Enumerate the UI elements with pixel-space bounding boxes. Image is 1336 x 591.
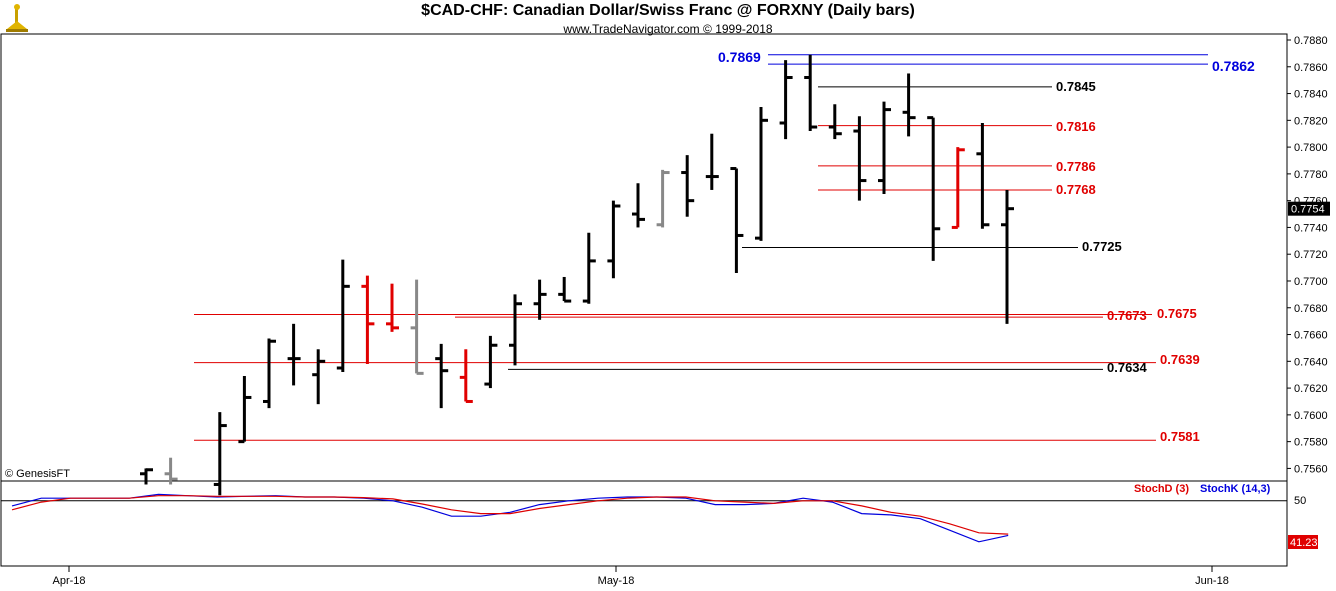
data-credit: © GenesisFT xyxy=(5,468,70,480)
ohlc-bar xyxy=(828,104,842,140)
y-tick-label: 0.7880 xyxy=(1294,35,1328,47)
last-price-box xyxy=(1288,201,1330,216)
y-tick-label: 0.7840 xyxy=(1294,89,1328,101)
ohlc-bar xyxy=(632,183,645,228)
y-tick-label: 0.7780 xyxy=(1294,169,1328,181)
ohlc-bar xyxy=(263,338,276,409)
ohlc-bar xyxy=(902,73,916,137)
price-axis: 0.7880 0.7860 0.7840 0.7820 0.7800 0.7780 0.77… xyxy=(1287,35,1330,475)
x-tick-label: May-18 xyxy=(598,575,635,587)
ohlc-bar xyxy=(804,54,818,132)
stoch-k-label: StochK (14,3) xyxy=(1200,483,1271,495)
ohlc-bar xyxy=(533,279,547,320)
ohlc-bar xyxy=(730,167,744,273)
y-tick-label: 0.7600 xyxy=(1294,410,1328,422)
ohlc-bar xyxy=(951,147,965,229)
ohlc-bar xyxy=(435,343,449,409)
ohlc-bar xyxy=(312,349,326,405)
level-label: 0.7786 xyxy=(1056,159,1096,174)
ohlc-bar xyxy=(213,412,227,496)
y-tick-label: 0.7680 xyxy=(1294,303,1328,315)
chart-frame xyxy=(0,33,1288,567)
ohlc-bar xyxy=(607,200,621,279)
level-label: 0.7869 xyxy=(718,49,761,65)
tradenavigator-logo-icon xyxy=(6,4,28,32)
ohlc-bar xyxy=(681,155,695,217)
stoch-line xyxy=(11,493,1009,543)
ohlc-bar xyxy=(1001,189,1014,324)
level-label: 0.7673 xyxy=(1107,308,1147,323)
ohlc-bar xyxy=(410,279,424,375)
y-tick-label: 0.7740 xyxy=(1294,222,1328,234)
price-bars xyxy=(140,54,1014,496)
y-tick-label: 0.7560 xyxy=(1294,463,1328,475)
stochastic-panel: 50 41.23 xyxy=(1,493,1318,549)
y-tick-label: 0.7800 xyxy=(1294,142,1328,154)
ohlc-bar xyxy=(878,101,891,194)
y-tick-label: 0.7660 xyxy=(1294,330,1328,342)
stoch-value-box xyxy=(1288,535,1318,549)
ohlc-bar xyxy=(164,457,178,485)
date-axis: Apr-18 May-18 Jun-18 xyxy=(52,566,1229,587)
level-label: 0.7581 xyxy=(1160,429,1200,444)
ohlc-bar xyxy=(140,468,153,485)
level-label: 0.7639 xyxy=(1160,352,1200,367)
ohlc-bar xyxy=(853,116,867,201)
ohlc-bar xyxy=(238,376,252,444)
plot-border xyxy=(0,33,1288,567)
y-tick-label: 0.7580 xyxy=(1294,437,1328,449)
ohlc-bar xyxy=(509,294,522,366)
stoch-value-label: 41.23 xyxy=(1290,537,1318,549)
ohlc-bar xyxy=(976,123,990,229)
level-label: 0.7768 xyxy=(1056,182,1096,197)
stoch-d-label: StochD (3) xyxy=(1134,483,1189,495)
last-price-label: 0.7754 xyxy=(1291,204,1325,216)
y-tick-label: 0.7620 xyxy=(1294,383,1328,395)
ohlc-bar xyxy=(927,116,941,261)
ohlc-bar xyxy=(287,323,301,386)
ohlc-bar xyxy=(656,169,670,228)
x-tick-label: Jun-18 xyxy=(1195,575,1229,587)
ohlc-bar xyxy=(386,283,399,332)
ohlc-bar xyxy=(459,349,473,403)
ohlc-bar xyxy=(484,335,498,389)
ohlc-bar xyxy=(336,259,350,373)
chart-subtitle: www.TradeNavigator.com © 1999-2018 xyxy=(563,22,773,36)
y-tick-label: 0.7820 xyxy=(1294,115,1328,127)
y-tick-label: 0.7860 xyxy=(1294,62,1328,74)
ohlc-bar xyxy=(755,106,768,241)
level-label: 0.7862 xyxy=(1212,58,1255,74)
ohlc-bar xyxy=(582,232,596,304)
y-tick-label: 0.7640 xyxy=(1294,356,1328,368)
stoch-level-label: 50 xyxy=(1294,495,1306,507)
level-label: 0.7845 xyxy=(1056,79,1096,94)
level-label: 0.7675 xyxy=(1157,306,1197,321)
y-tick-label: 0.7720 xyxy=(1294,249,1328,261)
stoch-line xyxy=(11,495,1009,535)
level-label: 0.7634 xyxy=(1107,360,1148,375)
ohlc-bar xyxy=(779,60,793,140)
ohlc-bar xyxy=(361,275,375,364)
chart-title: $CAD-CHF: Canadian Dollar/Swiss Franc @ … xyxy=(421,2,915,19)
level-lines: 0.7869 0.7862 0.7845 0.7816 0.7786 0.7768 0.77… xyxy=(194,49,1255,444)
ohlc-bar xyxy=(558,276,572,303)
level-label: 0.7725 xyxy=(1082,239,1122,254)
x-tick-label: Apr-18 xyxy=(52,575,85,587)
ohlc-bar xyxy=(705,133,719,190)
level-label: 0.7816 xyxy=(1056,119,1096,134)
y-tick-label: 0.7700 xyxy=(1294,276,1328,288)
